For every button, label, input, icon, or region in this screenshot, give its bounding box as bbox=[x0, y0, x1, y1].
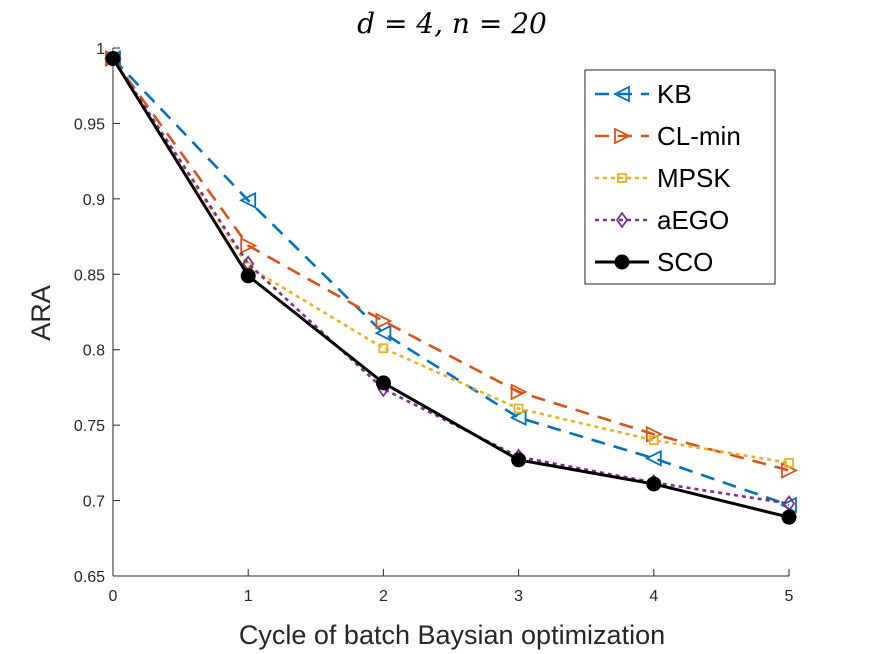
y-tick-label: 1 bbox=[96, 41, 105, 58]
legend-label-aego: aEGO bbox=[657, 205, 729, 235]
data-point-kb bbox=[509, 409, 527, 427]
legend-entry-aego: aEGO bbox=[595, 205, 729, 235]
y-tick-label: 0.95 bbox=[74, 116, 105, 133]
data-point-sco bbox=[511, 452, 527, 468]
legend-label-sco: SCO bbox=[657, 247, 713, 277]
y-tick-label: 0.8 bbox=[83, 343, 105, 360]
data-point-sco bbox=[646, 476, 662, 492]
data-point-mpsk bbox=[513, 403, 524, 414]
x-tick-label: 3 bbox=[514, 588, 523, 605]
y-tick-label: 0.85 bbox=[74, 267, 105, 284]
data-point-mpsk bbox=[648, 435, 659, 446]
series-line-cl-min bbox=[111, 57, 790, 472]
legend-marker-cl-min bbox=[614, 127, 632, 145]
legend-marker-aego bbox=[615, 211, 629, 229]
data-point-mpsk bbox=[378, 343, 389, 354]
legend-label-mpsk: MPSK bbox=[657, 163, 731, 193]
chart-title: d = 4, n = 20 bbox=[357, 7, 547, 40]
data-point-cl-min bbox=[645, 425, 663, 443]
series-kb bbox=[103, 50, 797, 514]
legend-entry-sco: SCO bbox=[595, 247, 713, 277]
data-point-sco bbox=[375, 375, 391, 391]
x-tick-label: 2 bbox=[379, 588, 388, 605]
data-point-sco bbox=[105, 51, 121, 67]
series-sco bbox=[105, 51, 797, 525]
x-tick-label: 1 bbox=[244, 588, 253, 605]
data-point-cl-min bbox=[375, 312, 393, 330]
legend-label-cl-min: CL-min bbox=[657, 121, 741, 151]
data-point-mpsk bbox=[784, 457, 794, 468]
legend-marker-mpsk bbox=[617, 173, 627, 183]
data-point-sco bbox=[240, 268, 256, 284]
legend-marker-sco bbox=[614, 254, 630, 270]
y-tick-label: 0.75 bbox=[74, 418, 105, 435]
data-point-kb bbox=[779, 496, 797, 514]
axes-frame bbox=[112, 47, 790, 577]
data-point-kb bbox=[374, 324, 392, 342]
y-tick-label: 0.7 bbox=[83, 494, 105, 511]
legend-box bbox=[584, 69, 776, 285]
y-tick-label: 0.65 bbox=[74, 569, 105, 586]
x-tick-label: 5 bbox=[785, 588, 794, 605]
data-point-kb bbox=[644, 449, 662, 467]
data-point-sco bbox=[781, 509, 797, 525]
x-tick-label: 0 bbox=[109, 588, 118, 605]
legend-label-kb: KB bbox=[657, 79, 692, 109]
legend: KB CL-min MPSK aEGO SCO bbox=[584, 69, 776, 285]
data-point-cl-min bbox=[240, 237, 258, 255]
data-point-cl-min bbox=[510, 383, 528, 401]
y-axis-title: ARA bbox=[26, 285, 56, 341]
legend-marker-kb bbox=[612, 85, 630, 103]
x-tick-label: 4 bbox=[649, 588, 658, 605]
legend-entry-kb: KB bbox=[595, 79, 692, 109]
tick-labels: 0 1 2 3 4 5 0.65 0.7 0.75 0.8 0.85 0.9 0.95 1 bbox=[74, 41, 794, 605]
series-line-mpsk bbox=[111, 57, 790, 465]
legend-entry-cl-min: CL-min bbox=[595, 121, 741, 151]
series-line-sco bbox=[111, 57, 790, 519]
y-tick-label: 0.9 bbox=[83, 192, 105, 209]
data-point-kb bbox=[239, 191, 257, 209]
series-lines bbox=[103, 50, 799, 525]
series-line-kb bbox=[112, 57, 790, 507]
legend-entry-mpsk: MPSK bbox=[595, 163, 731, 193]
x-axis-title: Cycle of batch Baysian optimization bbox=[239, 620, 665, 650]
